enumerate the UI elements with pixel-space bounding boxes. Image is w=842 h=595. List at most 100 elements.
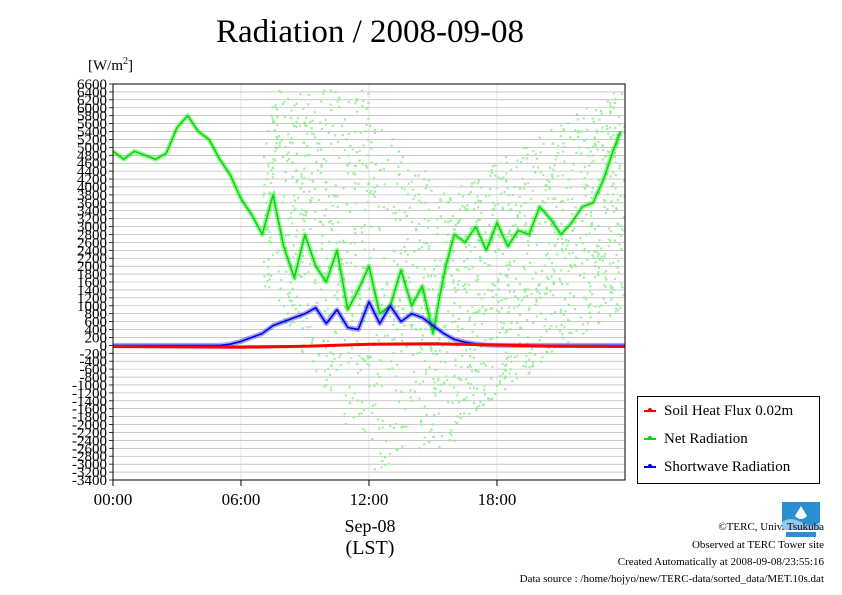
net-radiation-sample (354, 182, 357, 185)
net-radiation-sample (378, 376, 381, 379)
net-radiation-sample (532, 150, 535, 153)
net-radiation-sample (575, 151, 578, 155)
net-radiation-sample (542, 142, 545, 145)
net-radiation-sample (491, 282, 494, 286)
net-radiation-sample (342, 239, 345, 242)
net-radiation-sample (410, 220, 414, 223)
net-radiation-sample (491, 295, 495, 298)
net-radiation-sample (596, 148, 599, 151)
net-radiation-sample (501, 372, 505, 375)
net-radiation-sample (303, 122, 307, 125)
net-radiation-sample (579, 236, 582, 239)
net-radiation-sample (355, 99, 358, 103)
net-radiation-sample (509, 328, 512, 331)
net-radiation-sample (373, 131, 377, 134)
net-radiation-sample (392, 212, 395, 215)
net-radiation-sample (509, 234, 513, 237)
net-radiation-sample (476, 310, 480, 314)
net-radiation-sample (562, 129, 565, 132)
net-radiation-sample (463, 287, 466, 291)
net-radiation-sample (612, 134, 615, 137)
net-radiation-sample (394, 218, 397, 221)
net-radiation-sample (272, 119, 275, 122)
y-tick-label: 3200 (77, 212, 107, 228)
net-radiation-sample (605, 162, 608, 166)
net-radiation-sample (388, 452, 392, 456)
net-radiation-sample (613, 152, 617, 155)
y-tick-label: 400 (85, 323, 108, 339)
net-radiation-sample (552, 268, 555, 271)
net-radiation-sample (331, 249, 334, 252)
net-radiation-sample (411, 399, 414, 402)
net-radiation-sample (621, 92, 624, 95)
net-radiation-sample (476, 195, 479, 198)
net-radiation-sample (447, 200, 451, 204)
net-radiation-sample (525, 294, 528, 298)
net-radiation-sample (405, 280, 408, 283)
net-radiation-sample (349, 144, 352, 148)
net-radiation-sample (418, 397, 421, 400)
net-radiation-sample (303, 167, 306, 170)
net-radiation-sample (291, 222, 294, 225)
net-radiation-sample (477, 199, 480, 202)
net-radiation-sample (555, 154, 558, 158)
net-radiation-sample (518, 283, 521, 286)
net-radiation-sample (449, 383, 452, 386)
y-tick-label: 6400 (77, 85, 107, 101)
net-radiation-sample (593, 136, 596, 139)
net-radiation-sample (548, 327, 551, 330)
net-radiation-sample (401, 308, 404, 311)
net-radiation-sample (491, 208, 494, 211)
net-radiation-sample (341, 133, 344, 137)
net-radiation-sample (506, 356, 510, 359)
net-radiation-sample (476, 206, 480, 209)
net-radiation-sample (421, 290, 424, 293)
net-radiation-sample (292, 205, 295, 208)
net-radiation-sample (398, 400, 401, 404)
net-radiation-sample (302, 320, 305, 323)
net-radiation-sample (459, 208, 462, 211)
net-radiation-sample (295, 120, 298, 124)
net-radiation-sample (543, 325, 546, 328)
net-radiation-sample (544, 318, 547, 321)
net-radiation-sample (516, 377, 519, 380)
net-radiation-sample (301, 261, 304, 264)
net-radiation-sample (340, 124, 344, 127)
net-radiation-sample (292, 209, 296, 212)
net-radiation-sample (312, 133, 315, 136)
net-radiation-sample (278, 144, 281, 147)
net-radiation-sample (293, 321, 296, 324)
net-radiation-sample (527, 244, 530, 247)
net-radiation-sample (329, 219, 332, 223)
net-radiation-sample (548, 187, 551, 190)
net-radiation-sample (607, 238, 610, 241)
net-radiation-sample (563, 160, 566, 163)
net-radiation-sample (375, 334, 378, 337)
net-radiation-sample (473, 181, 476, 184)
net-radiation-sample (479, 257, 482, 260)
net-radiation-sample (469, 347, 472, 351)
net-radiation-sample (275, 202, 278, 205)
net-radiation-sample (542, 174, 545, 177)
net-radiation-sample (424, 372, 428, 375)
net-radiation-sample (614, 126, 617, 130)
y-tick-label: 4800 (77, 148, 107, 164)
net-radiation-sample (430, 275, 433, 278)
net-radiation-sample (493, 207, 496, 210)
net-radiation-sample (615, 307, 618, 310)
net-radiation-sample (286, 312, 289, 315)
net-radiation-sample (446, 378, 449, 382)
net-radiation-sample (507, 311, 510, 314)
net-radiation-sample (491, 239, 494, 242)
y-tick-label: 0 (100, 338, 108, 354)
net-radiation-sample (395, 422, 398, 425)
net-radiation-sample (309, 120, 312, 123)
net-radiation-sample (497, 248, 500, 251)
net-radiation-sample (549, 289, 552, 293)
net-radiation-sample (555, 253, 559, 256)
net-radiation-sample (356, 110, 359, 113)
net-radiation-sample (464, 235, 467, 238)
net-radiation-sample (309, 227, 312, 231)
net-radiation-sample (590, 221, 593, 225)
net-radiation-sample (325, 378, 328, 381)
